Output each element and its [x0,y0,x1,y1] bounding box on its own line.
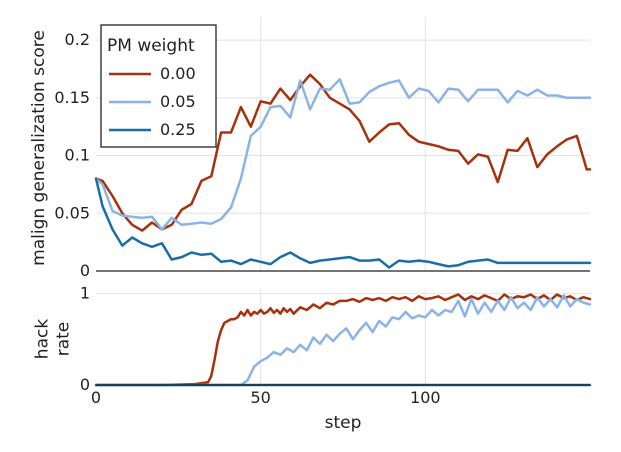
top-y-axis-label: malign generalization score [29,30,49,266]
bottom-series-0.05 [94,294,592,387]
x-axis-label: step [325,413,362,433]
legend-box [100,24,217,148]
bottom-series-lines [94,293,592,387]
x-tick-label: 0 [91,388,101,407]
legend-entries: 0.00 0.05 0.25 [109,64,196,139]
legend-label-0.25: 0.25 [160,120,196,139]
legend-title: PM weight [107,36,195,56]
bottom-x-tick-labels: 0 50 100 [91,388,441,407]
x-tick-label: 100 [410,388,441,407]
legend-label-0.00: 0.00 [160,64,196,83]
bottom-gridlines [96,289,590,385]
bottom-y-axis-label-line: rate [54,322,74,357]
bottom-series-0.00 [94,293,592,387]
top-y-tick-label: 0.1 [65,146,90,165]
legend: PM weight 0.00 0.05 0.25 [100,24,217,148]
top-series-0.05 [94,78,592,231]
bottom-y-axis-label-line: hack [33,319,53,360]
top-series-lines [94,73,592,269]
top-series-0.25 [94,177,592,269]
top-y-tick-label: 0.2 [65,30,90,49]
bottom-y-axis-label: hackrate [33,319,74,360]
bottom-y-tick-label: 1 [80,284,90,303]
top-y-tick-label: 0.15 [54,88,90,107]
bottom-y-tick-labels: 01 [80,284,90,394]
top-y-tick-label: 0 [80,261,90,280]
legend-label-0.05: 0.05 [160,92,196,111]
bottom-y-tick-label: 0 [80,375,90,394]
x-tick-label: 50 [250,388,270,407]
top-series-0.00 [94,73,592,232]
top-y-tick-labels: 0 0.05 0.1 0.15 0.2 [54,30,90,280]
top-y-tick-label: 0.05 [54,203,90,222]
bottom-panel: 01 0 50 100 hackrate step [33,284,592,433]
